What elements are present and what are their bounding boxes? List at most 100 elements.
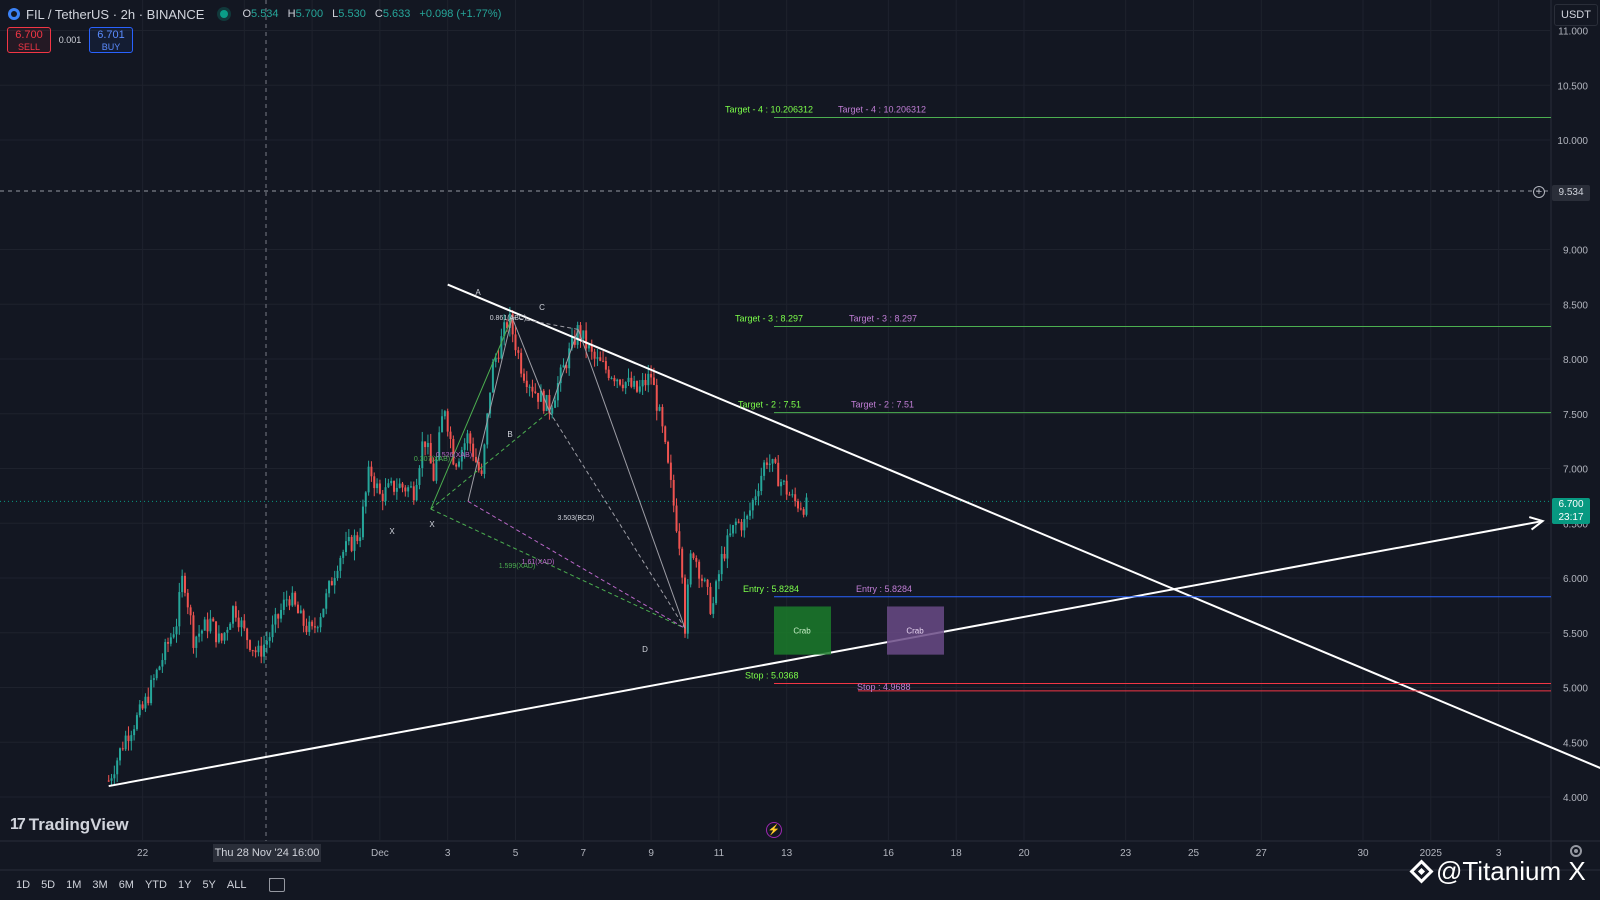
trendline-arrowhead <box>1528 516 1545 531</box>
candle-body <box>466 433 469 444</box>
crab-zone-green <box>774 606 831 655</box>
candle-body <box>296 604 299 614</box>
pattern-point-label: B <box>507 430 512 439</box>
candle-body <box>401 483 404 488</box>
range-all[interactable]: ALL <box>226 879 247 891</box>
settings-icon[interactable] <box>1570 845 1582 857</box>
candle-body <box>802 509 805 515</box>
range-3m[interactable]: 3M <box>92 879 108 891</box>
spread-value: 0.001 <box>58 35 82 45</box>
candle-body <box>135 715 138 730</box>
candle-body <box>150 679 153 704</box>
pattern-point-label: X <box>429 520 435 529</box>
y-tick-label: 9.000 <box>1563 246 1588 257</box>
candle-body <box>788 494 791 496</box>
candle-body <box>514 334 517 351</box>
candle-body <box>517 350 520 353</box>
candle-body <box>333 578 336 586</box>
candle-body <box>426 442 429 448</box>
candle-body <box>684 577 686 634</box>
candle-body <box>441 416 444 433</box>
pattern-point-label: X <box>389 527 395 536</box>
candle-body <box>480 470 483 474</box>
candle-body <box>178 592 181 627</box>
symbol-header: FIL / TetherUS · 2h · BINANCE O5.534 H5.… <box>8 4 507 24</box>
candle-body <box>624 382 627 389</box>
candle-body <box>715 581 718 604</box>
candle-body <box>559 367 562 384</box>
level-label-green: Entry : 5.8284 <box>743 584 799 594</box>
range-5d[interactable]: 5D <box>41 879 56 891</box>
candle-body <box>251 650 254 652</box>
candle-body <box>370 466 373 477</box>
candle-body <box>700 578 703 581</box>
candle-body <box>740 521 743 531</box>
candle-body <box>404 487 407 492</box>
candle-body <box>421 441 424 469</box>
candle-body <box>732 525 735 534</box>
candle-body <box>452 438 455 465</box>
candle-body <box>777 462 780 487</box>
candle-body <box>200 630 203 634</box>
go-to-date-icon[interactable] <box>269 878 286 892</box>
candle-body <box>531 386 534 392</box>
level-label-green: Stop : 5.0368 <box>745 670 799 680</box>
candle-body <box>280 609 283 619</box>
candle-body <box>189 607 192 616</box>
pattern-leg-xb <box>430 411 550 510</box>
candle-body <box>726 535 729 559</box>
candle-body <box>565 365 568 369</box>
candle-body <box>138 704 141 716</box>
candle-body <box>226 629 229 633</box>
tradingview-logo-icon: 17 <box>10 816 26 833</box>
level-label-purple: Target - 3 : 8.297 <box>849 313 917 323</box>
candle-body <box>398 483 401 488</box>
candle-body <box>378 483 381 494</box>
range-1y[interactable]: 1Y <box>177 879 192 891</box>
candle-body <box>706 579 709 587</box>
sell-button[interactable]: 6.700 SELL <box>7 27 51 53</box>
crab-label-green: Crab <box>793 627 811 636</box>
buy-button[interactable]: 6.701 BUY <box>89 27 133 53</box>
x-tick-label: Dec <box>371 848 389 859</box>
candle-body <box>359 537 362 542</box>
range-ytd[interactable]: YTD <box>144 879 167 891</box>
candle-body <box>277 614 280 619</box>
candle-body <box>299 610 302 614</box>
y-tick-label: 4.000 <box>1563 793 1588 804</box>
y-tick-label: 6.000 <box>1563 574 1588 585</box>
candle-body <box>418 468 421 485</box>
candle-body <box>675 505 678 532</box>
x-tick-label: 3 <box>1496 848 1502 859</box>
level-label-purple: Target - 4 : 10.206312 <box>838 104 926 114</box>
candle-body <box>582 330 585 339</box>
symbol-title[interactable]: FIL / TetherUS · 2h · BINANCE <box>26 6 205 22</box>
range-6m[interactable]: 6M <box>118 879 134 891</box>
level-label-green: Target - 4 : 10.206312 <box>725 104 813 114</box>
range-1d[interactable]: 1D <box>16 879 31 891</box>
candle-body <box>127 735 130 742</box>
candle-body <box>237 617 240 628</box>
range-5y[interactable]: 5Y <box>202 879 216 891</box>
candle-body <box>282 599 285 610</box>
candle-body <box>695 558 698 562</box>
candle-body <box>596 357 599 359</box>
candle-body <box>294 592 297 605</box>
candle-body <box>607 369 610 378</box>
candle-body <box>587 345 590 349</box>
add-alert-icon[interactable]: + <box>1533 186 1545 198</box>
candle-body <box>669 462 672 480</box>
candle-body <box>387 483 390 488</box>
candle-body <box>486 413 489 445</box>
candle-body <box>667 441 670 463</box>
candle-body <box>774 459 777 463</box>
candle-body <box>322 608 325 618</box>
candle-body <box>579 325 582 339</box>
candle-body <box>285 599 288 601</box>
currency-selector[interactable]: USDT <box>1554 4 1598 26</box>
range-1m[interactable]: 1M <box>66 879 82 891</box>
candle-body <box>522 373 525 381</box>
lightning-icon[interactable]: ⚡ <box>766 822 782 838</box>
pattern-leg-bd <box>548 411 686 629</box>
